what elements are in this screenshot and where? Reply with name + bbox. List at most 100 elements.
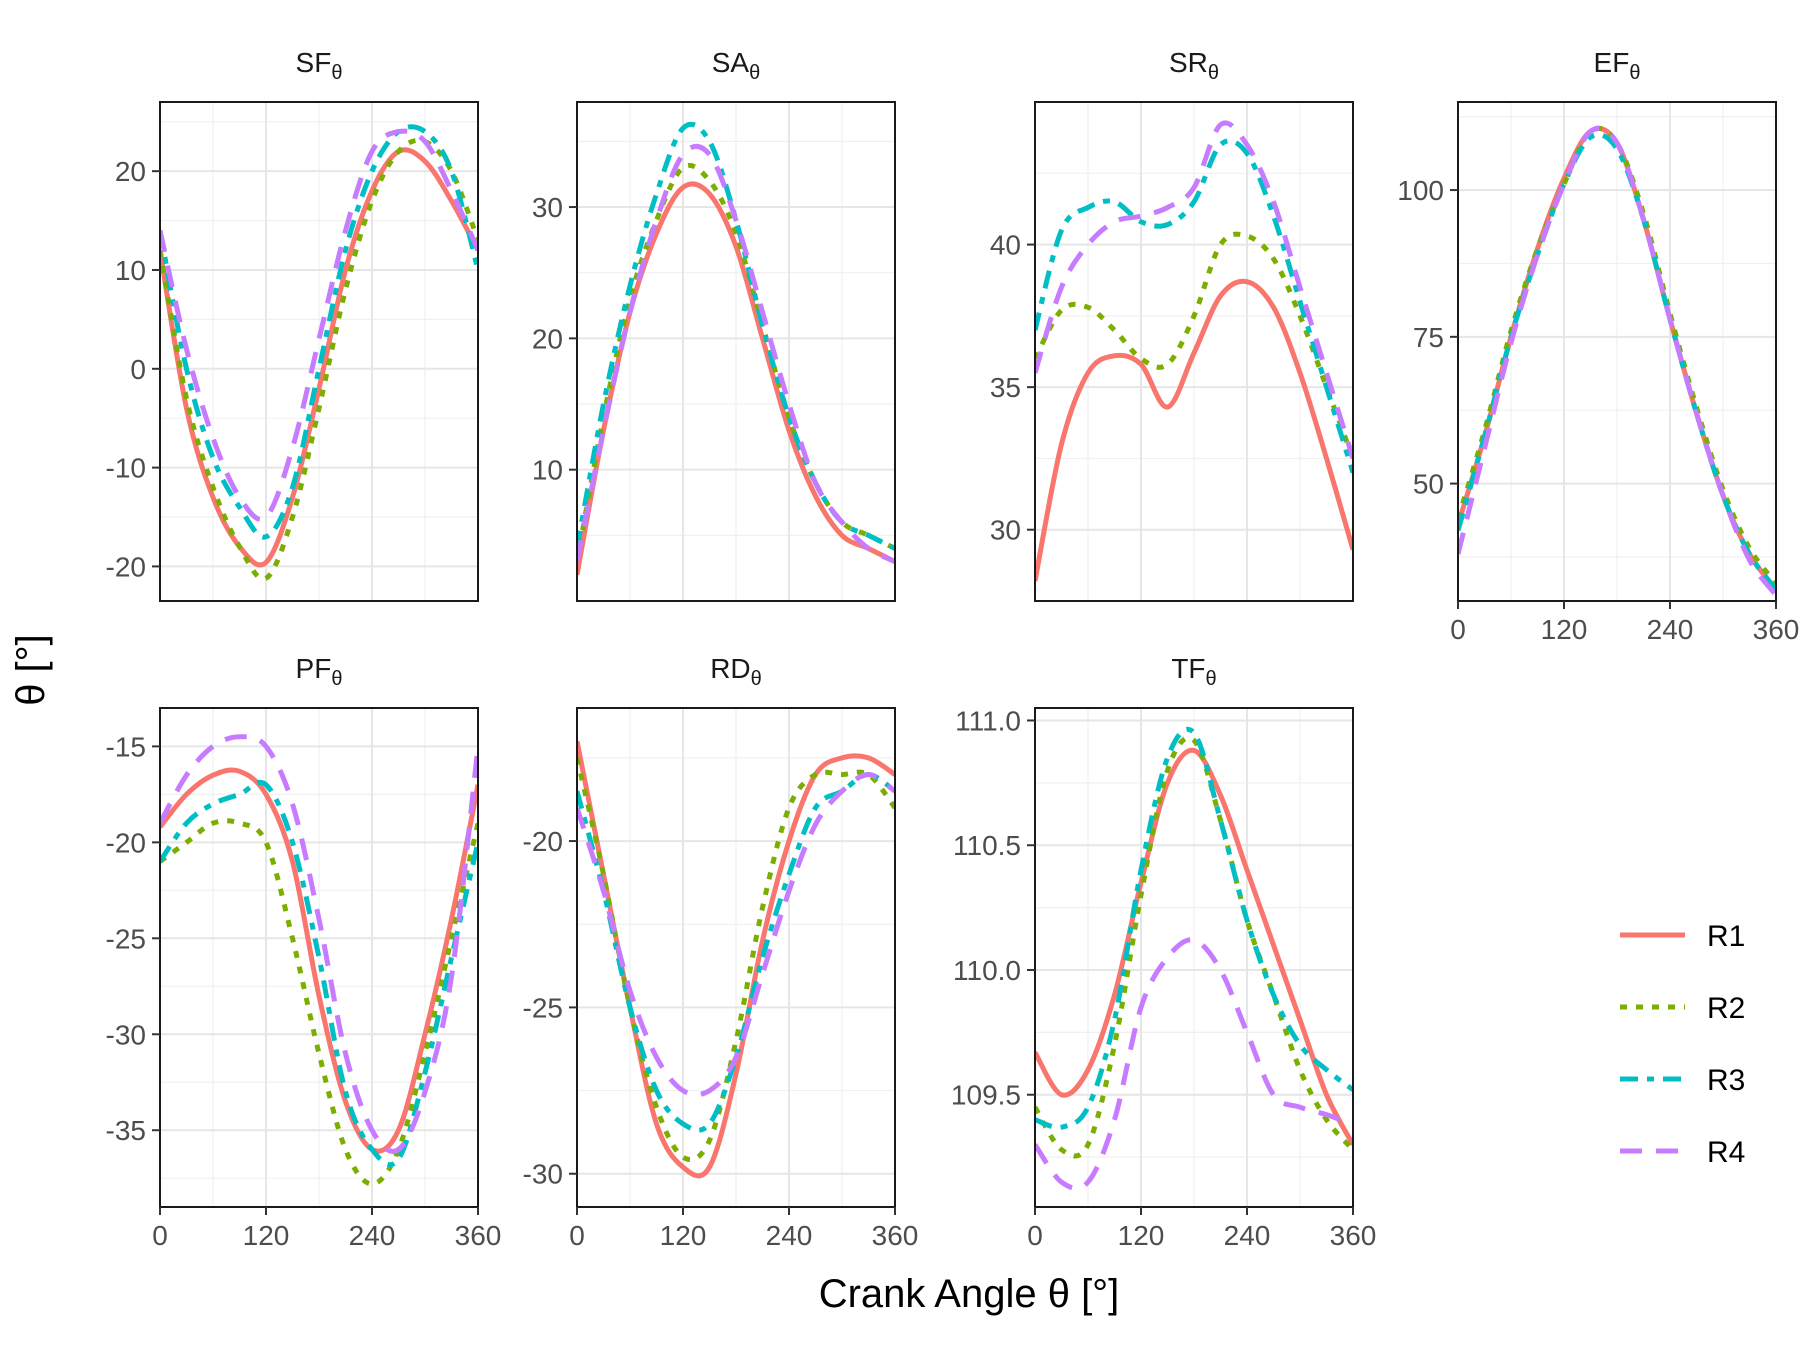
series-line-r4 [577, 143, 895, 564]
x-tick-label: 120 [660, 1220, 707, 1251]
y-tick-label: 110.0 [953, 955, 1021, 986]
panel-title: PFθ [296, 653, 343, 690]
x-tick-label: 360 [1330, 1220, 1377, 1251]
x-tick-label: 120 [243, 1220, 290, 1251]
series-group [577, 740, 895, 1179]
series-line-r2 [160, 818, 478, 1187]
panel-title: EFθ [1594, 47, 1641, 84]
y-tick-label: -20 [106, 827, 146, 858]
x-tick-label: 120 [1541, 614, 1588, 645]
panel-border [1457, 101, 1777, 602]
y-tick-label: 100 [1397, 175, 1444, 206]
legend-label: R3 [1707, 1064, 1745, 1097]
panel-pf: -35 -30 -25 -20 -15 0 120 240 360 PFθ [106, 653, 502, 1251]
y-tick-label: 10 [115, 255, 146, 286]
panel-border [159, 707, 479, 1208]
y-tick-label: -30 [523, 1159, 563, 1190]
x-tick-label: 360 [1753, 614, 1800, 645]
legend-item-r2: R2 [1620, 992, 1745, 1025]
panel-title: RDθ [710, 653, 762, 690]
x-axis-title: Crank Angle θ [°] [819, 1272, 1120, 1316]
x-tick-label: 240 [1224, 1220, 1271, 1251]
series-line-r2 [160, 137, 478, 582]
y-tick-label: 35 [990, 372, 1021, 403]
series-group [1035, 120, 1353, 582]
y-tick-label: 0 [130, 354, 146, 385]
series-line-r1 [577, 181, 895, 576]
panel-sf: -20 -10 0 10 20 SFθ [106, 47, 479, 602]
series-line-r4 [1035, 937, 1353, 1191]
series-group [160, 734, 478, 1187]
x-tick-label: 0 [152, 1220, 168, 1251]
series-line-r4 [160, 128, 478, 522]
y-tick-label: 111.0 [955, 705, 1021, 736]
panel-title: TFθ [1171, 653, 1216, 690]
y-tick-label: -15 [106, 731, 146, 762]
y-tick-label: 109.5 [951, 1080, 1021, 1111]
y-tick-label: 10 [532, 455, 563, 486]
series-line-r1 [160, 147, 478, 568]
x-tick-label: 360 [455, 1220, 502, 1251]
legend-item-r4: R4 [1620, 1136, 1745, 1169]
series-line-r4 [1458, 125, 1776, 597]
panel-tf: 109.5 110.0 110.5 111.0 0 120 240 360 TFθ [951, 653, 1376, 1251]
y-tick-label: -25 [106, 923, 146, 954]
series-line-r4 [577, 772, 895, 1098]
series-line-r2 [1035, 735, 1353, 1159]
legend-label: R1 [1707, 920, 1745, 953]
y-tick-label: 30 [990, 515, 1021, 546]
panel-rd: -30 -25 -20 0 120 240 360 RDθ [523, 653, 919, 1251]
x-tick-label: 240 [766, 1220, 813, 1251]
series-group [1458, 125, 1776, 597]
y-tick-label: 75 [1413, 322, 1444, 353]
x-tick-label: 240 [349, 1220, 396, 1251]
y-tick-label: -10 [106, 453, 146, 484]
panel-border [576, 101, 896, 602]
panel-ef: 50 75 100 0 120 240 360 EFθ [1397, 47, 1799, 645]
legend-item-r1: R1 [1620, 920, 1745, 953]
y-tick-label: 20 [532, 323, 563, 354]
legend: R1 R2 R3 R4 [1620, 920, 1745, 1169]
y-tick-label: -20 [523, 826, 563, 857]
y-tick-label: 30 [532, 192, 563, 223]
series-line-r4 [160, 734, 478, 1154]
y-tick-label: -20 [106, 551, 146, 582]
panel-title: SAθ [712, 47, 760, 84]
x-tick-label: 0 [1027, 1220, 1043, 1251]
legend-label: R2 [1707, 992, 1745, 1025]
series-group [577, 121, 895, 576]
legend-label: R4 [1707, 1136, 1745, 1169]
y-tick-label: 20 [115, 156, 146, 187]
panel-border [159, 101, 479, 602]
series-line-r1 [160, 767, 478, 1154]
series-line-r1 [1035, 747, 1353, 1146]
series-line-r3 [160, 779, 478, 1168]
legend-item-r3: R3 [1620, 1064, 1745, 1097]
y-axis-title: θ [°] [9, 634, 53, 706]
y-tick-label: -35 [106, 1115, 146, 1146]
panel-sr: 30 35 40 SRθ [990, 47, 1354, 602]
y-tick-label: 110.5 [953, 830, 1021, 861]
y-tick-label: -30 [106, 1019, 146, 1050]
x-tick-label: 0 [569, 1220, 585, 1251]
panel-border [1034, 707, 1354, 1208]
x-tick-label: 0 [1450, 614, 1466, 645]
panels: -20 -10 0 10 20 SFθ 10 20 30 SAθ 30 35 40 SRθ 50 75 100 0… [106, 47, 1800, 1251]
series-line-r3 [1035, 726, 1353, 1130]
x-tick-label: 360 [872, 1220, 919, 1251]
x-tick-label: 120 [1118, 1220, 1165, 1251]
panel-border [1034, 101, 1354, 602]
series-line-r1 [1035, 278, 1353, 582]
series-group [1035, 726, 1353, 1191]
x-tick-label: 240 [1647, 614, 1694, 645]
y-tick-label: -25 [523, 992, 563, 1023]
series-line-r2 [1035, 231, 1353, 460]
panel-title: SRθ [1169, 47, 1219, 84]
panel-border [576, 707, 896, 1208]
y-tick-label: 40 [990, 230, 1021, 261]
series-group [160, 124, 478, 582]
series-line-r3 [160, 124, 478, 540]
series-line-r3 [1035, 138, 1353, 474]
y-tick-label: 50 [1413, 469, 1444, 500]
